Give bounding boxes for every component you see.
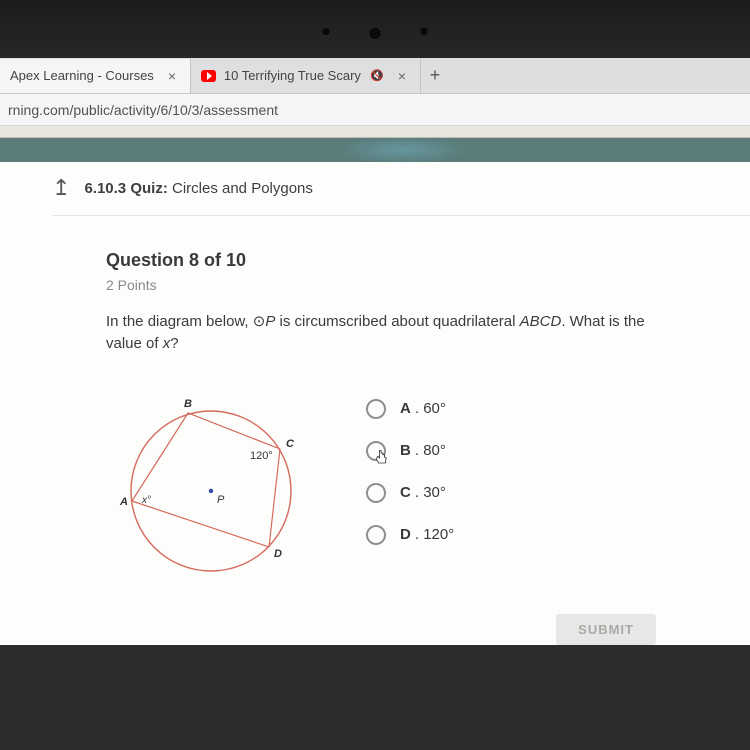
prompt-var: P — [265, 313, 275, 330]
app-header-strip — [0, 138, 750, 162]
angle-c-label: 120° — [250, 450, 273, 462]
youtube-icon — [201, 70, 216, 82]
question-text: In the diagram below, ⊙P is circumscribe… — [106, 311, 666, 355]
browser-chrome: Apex Learning - Courses × 10 Terrifying … — [0, 58, 750, 126]
option-label: B. 80° — [400, 442, 446, 459]
quiz-title: 6.10.3 Quiz: Circles and Polygons — [84, 180, 312, 197]
option-key: D — [400, 526, 411, 543]
quiz-code: 6.10.3 — [84, 180, 126, 197]
sensor-dot — [323, 28, 330, 35]
option-key: B — [400, 442, 411, 459]
question-number: Question 8 of 10 — [106, 250, 710, 271]
address-bar[interactable]: rning.com/public/activity/6/10/3/assessm… — [0, 94, 750, 126]
radio-icon[interactable] — [366, 483, 386, 503]
option-key: C — [400, 484, 411, 501]
option-text: 30° — [423, 484, 446, 501]
close-icon[interactable]: × — [398, 68, 406, 84]
radio-icon[interactable] — [366, 399, 386, 419]
camera-cluster — [323, 28, 428, 39]
tab-youtube[interactable]: 10 Terrifying True Scary Stori 🔇 × — [191, 59, 421, 93]
url-text: rning.com/public/activity/6/10/3/assessm… — [8, 102, 278, 118]
angle-a-label: x° — [141, 495, 151, 506]
question-body: P A B C D 120° x° A. 60° — [106, 391, 710, 586]
quadrilateral-abcd — [132, 413, 280, 547]
label-c: C — [286, 438, 295, 450]
submit-row: SUBMIT — [106, 586, 710, 645]
option-text: 80° — [423, 442, 446, 459]
radio-icon[interactable] — [366, 525, 386, 545]
label-p: P — [217, 494, 225, 506]
option-key: A — [400, 400, 411, 417]
option-text: 120° — [423, 526, 454, 543]
option-text: 60° — [423, 400, 446, 417]
answer-list: A. 60° B. 80° C. 30° D. 120° — [366, 399, 454, 545]
prompt-part: ? — [170, 335, 178, 352]
option-label: C. 30° — [400, 484, 446, 501]
tab-title: Apex Learning - Courses — [10, 68, 154, 83]
prompt-part: In the diagram below, ⊙ — [106, 313, 265, 330]
quiz-label: Quiz: — [130, 180, 168, 197]
label-d: D — [274, 548, 282, 560]
option-c[interactable]: C. 30° — [366, 483, 454, 503]
new-tab-button[interactable]: + — [421, 65, 449, 86]
option-d[interactable]: D. 120° — [366, 525, 454, 545]
tab-apex[interactable]: Apex Learning - Courses × — [0, 59, 191, 93]
question-block: Question 8 of 10 2 Points In the diagram… — [52, 216, 750, 645]
prompt-part: is circumscribed about quadrilateral — [275, 313, 519, 330]
center-dot — [209, 488, 213, 492]
mute-icon[interactable]: 🔇 — [370, 69, 384, 82]
camera-dot — [370, 28, 381, 39]
label-b: B — [184, 398, 192, 410]
sensor-dot — [421, 28, 428, 35]
page-content: ↥ 6.10.3 Quiz: Circles and Polygons Ques… — [0, 162, 750, 645]
quiz-header: ↥ 6.10.3 Quiz: Circles and Polygons — [52, 162, 750, 216]
prompt-var: ABCD — [520, 313, 562, 330]
option-label: A. 60° — [400, 400, 446, 417]
diagram-svg: P A B C D 120° x° — [106, 391, 316, 586]
option-label: D. 120° — [400, 526, 454, 543]
label-a: A — [119, 496, 128, 508]
option-a[interactable]: A. 60° — [366, 399, 454, 419]
laptop-bezel — [0, 0, 750, 58]
tab-strip: Apex Learning - Courses × 10 Terrifying … — [0, 58, 750, 94]
radio-icon[interactable] — [366, 441, 386, 461]
option-b[interactable]: B. 80° — [366, 441, 454, 461]
quiz-name: Circles and Polygons — [172, 180, 313, 197]
back-icon[interactable]: ↥ — [52, 175, 70, 201]
submit-button[interactable]: SUBMIT — [556, 614, 656, 645]
tab-title: 10 Terrifying True Scary Stori — [224, 68, 362, 83]
close-icon[interactable]: × — [168, 68, 176, 84]
question-points: 2 Points — [106, 277, 710, 293]
circle-diagram: P A B C D 120° x° — [106, 391, 316, 586]
